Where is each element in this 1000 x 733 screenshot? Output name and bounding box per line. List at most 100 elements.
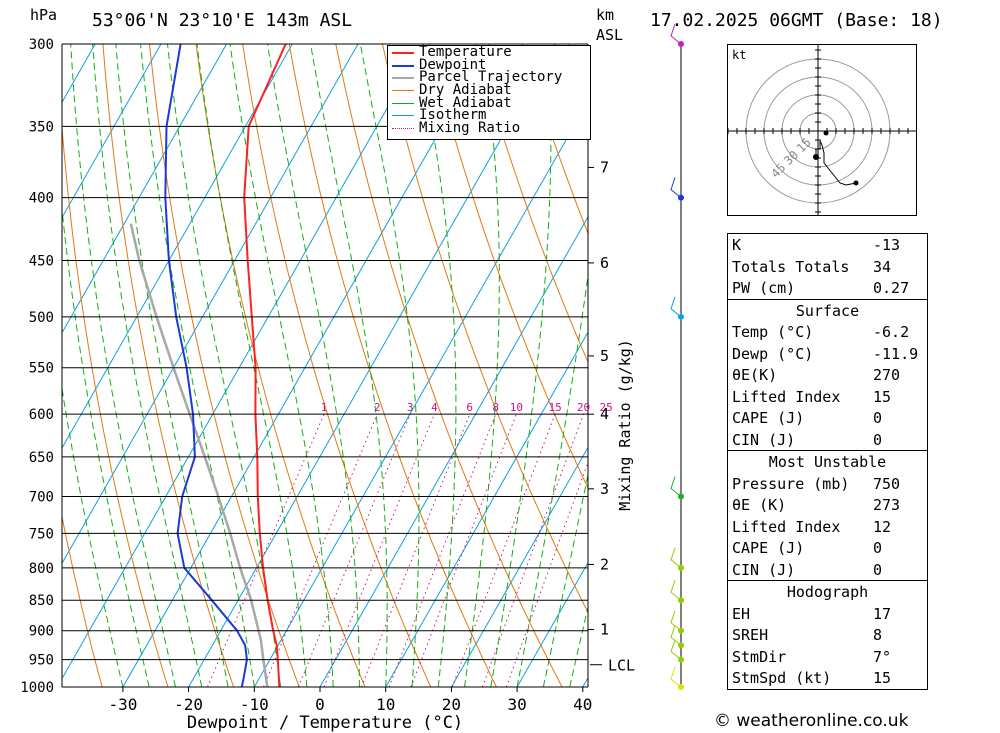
pressure-tick-label: 650 xyxy=(29,450,54,466)
hodograph-trace xyxy=(815,140,857,186)
wet-adiabat-line xyxy=(229,44,334,687)
legend-item: Temperature xyxy=(388,44,590,60)
most-unstable-value: 0 xyxy=(873,560,883,579)
mixing-ratio-label: 3 xyxy=(407,401,414,414)
dry-adiabat-line xyxy=(941,44,1000,687)
surface-value: 0 xyxy=(873,430,883,449)
isotherm-line xyxy=(253,100,588,687)
isotherm-line xyxy=(0,44,30,687)
index-value: 0.27 xyxy=(873,279,910,297)
surface-value: 270 xyxy=(873,366,901,384)
x-tick-label: 20 xyxy=(442,695,461,714)
mixing-ratio-axis-title: Mixing Ratio (g/kg) xyxy=(616,339,634,511)
km-tick-label: 3 xyxy=(600,480,609,498)
surface-key: Lifted Index xyxy=(732,387,841,406)
legend-label: Isotherm xyxy=(419,107,487,124)
index-row: K -13 xyxy=(728,234,927,256)
hodograph-ring-label: 15 xyxy=(794,135,814,155)
wet-adiabat-line xyxy=(359,44,420,687)
isotherm-line xyxy=(516,561,588,687)
km-tick-label: 7 xyxy=(600,158,609,176)
km-tick-label: 2 xyxy=(600,555,609,573)
dry-adiabat-line xyxy=(521,44,588,235)
wet-adiabat-line xyxy=(62,204,150,687)
x-tick-label: -10 xyxy=(240,695,269,714)
wet-adiabat-line xyxy=(167,44,282,687)
wet-adiabat-line xyxy=(569,605,588,687)
mixing-ratio-label: 15 xyxy=(548,401,561,414)
most-unstable-value: 0 xyxy=(873,539,883,557)
legend-item: Dry Adiabat xyxy=(388,83,590,97)
pressure-tick-label: 1000 xyxy=(20,680,54,696)
mixing-ratio-label: 8 xyxy=(492,401,499,414)
most-unstable-key: Lifted Index xyxy=(732,517,841,536)
most-unstable-key: CIN (J) xyxy=(732,560,796,579)
isotherm-line xyxy=(188,44,556,687)
hodograph-stat-value: 17 xyxy=(873,604,892,623)
surface-value: 15 xyxy=(873,387,892,406)
isotherm-line xyxy=(385,331,588,687)
pressure-tick-label: 500 xyxy=(29,310,54,326)
legend-label: Dewpoint xyxy=(419,56,487,73)
dry-adiabat-line xyxy=(102,44,235,687)
most-unstable-row: CIN (J) 0 xyxy=(728,559,927,581)
mixing-ratio-line xyxy=(361,414,471,687)
legend-label: Mixing Ratio xyxy=(419,120,521,137)
hodograph-stat-value: 7° xyxy=(873,647,892,666)
km-tick-label: 5 xyxy=(600,347,609,365)
most-unstable-row: Pressure (mb) 750 xyxy=(728,473,927,495)
hodograph-unit-label: kt xyxy=(732,48,746,62)
most-unstable-title: Most Unstable xyxy=(768,453,887,471)
most-unstable-row: Lifted Index 12 xyxy=(728,516,927,538)
surface-value: 0 xyxy=(873,409,883,427)
wet-adiabat-line xyxy=(70,44,176,687)
wet-adiabat-line xyxy=(542,472,588,687)
surface-row: Dewp (°C) -11.9 xyxy=(728,343,927,365)
location-title: 53°06'N 23°10'E 143m ASL xyxy=(92,10,353,31)
legend-swatch xyxy=(392,52,414,54)
isotherm-line xyxy=(62,44,162,219)
pressure-tick-label: 950 xyxy=(29,653,54,669)
wind-barb xyxy=(670,666,682,688)
wind-barb xyxy=(670,625,682,646)
isotherm-line xyxy=(319,215,588,687)
most-unstable-key: θE (K) xyxy=(732,496,787,514)
index-key: K xyxy=(732,236,742,254)
dry-adiabat-line xyxy=(475,44,588,364)
km-tick-label: 6 xyxy=(600,254,609,272)
x-tick-label: 0 xyxy=(315,695,325,714)
mixing-ratio-line xyxy=(505,461,588,687)
pressure-tick-label: 450 xyxy=(29,254,54,270)
wet-adiabat-line xyxy=(464,44,500,687)
pressure-tick-label: 400 xyxy=(29,191,54,207)
isotherm-line xyxy=(122,44,490,687)
legend-label: Temperature xyxy=(419,44,512,60)
wet-adiabat-line xyxy=(516,272,588,687)
index-key: PW (cm) xyxy=(732,279,796,297)
surface-key: CIN (J) xyxy=(732,430,796,449)
most-unstable-value: 273 xyxy=(873,496,901,514)
hodograph-stat-row: EH 17 xyxy=(728,603,927,625)
wet-adiabat-line xyxy=(267,44,360,687)
legend-swatch xyxy=(392,102,414,104)
index-value: 34 xyxy=(873,257,892,276)
lcl-label: LCL xyxy=(608,657,635,675)
mixing-ratio-line xyxy=(451,414,556,687)
surface-value: -11.9 xyxy=(873,344,919,363)
isotherm-line xyxy=(62,44,359,565)
x-tick-label: -30 xyxy=(108,695,137,714)
indices-panel: K -13 Totals Totals 34 PW (cm) 0.27 Surface T… xyxy=(727,233,928,690)
pressure-tick-label: 550 xyxy=(29,361,54,377)
legend-label: Wet Adiabat xyxy=(419,94,512,111)
copyright-text: © weatheronline.co.uk xyxy=(714,711,909,731)
wind-barb xyxy=(670,296,682,318)
surface-key: Temp (°C) xyxy=(732,323,814,341)
surface-key: θE(K) xyxy=(732,366,778,384)
surface-key: Dewp (°C) xyxy=(732,344,814,363)
isotherm-line xyxy=(62,44,425,680)
mixing-ratio-line xyxy=(388,414,497,687)
pressure-tick-label: 300 xyxy=(29,37,54,53)
mixing-ratio-line xyxy=(297,414,411,687)
isotherm-line xyxy=(62,44,293,450)
index-row: Totals Totals 34 xyxy=(728,256,927,278)
